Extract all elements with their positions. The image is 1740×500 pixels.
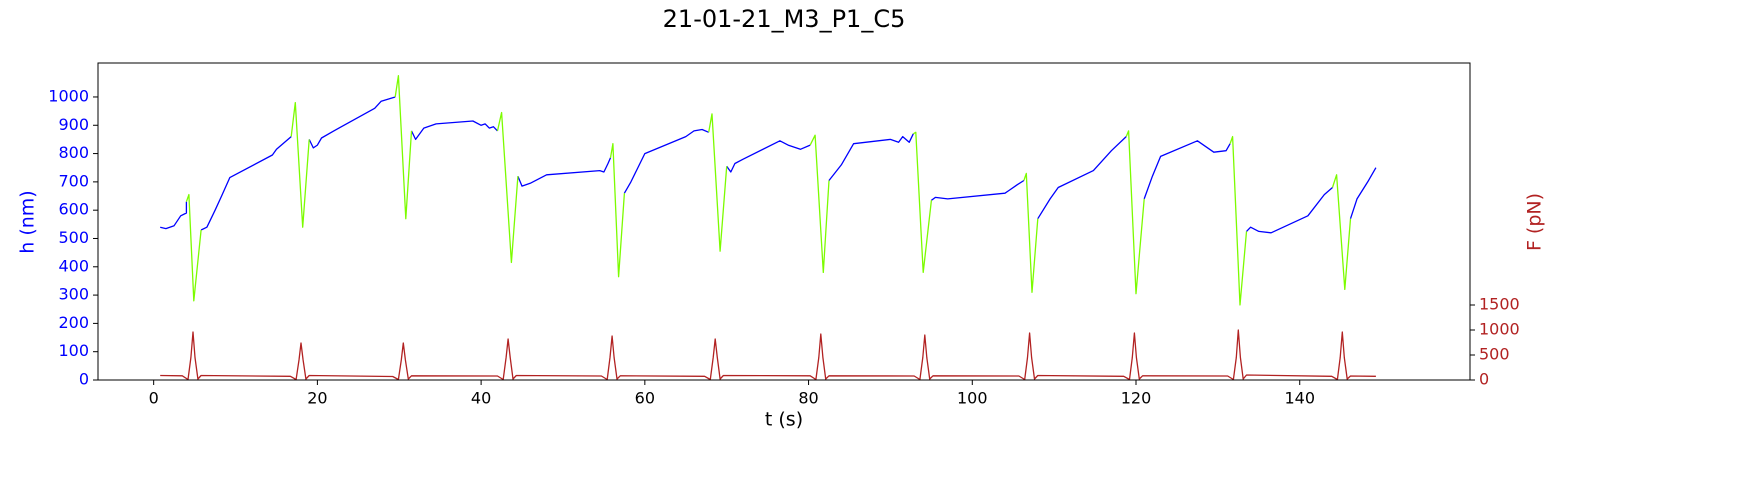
x-axis-label: t (s) — [765, 409, 803, 431]
y-axis-label: h (nm) — [17, 190, 39, 253]
y2-tick-label: 1500 — [1479, 295, 1520, 314]
plot-frame — [97, 62, 1471, 381]
y2-tick-label: 1000 — [1479, 320, 1520, 339]
y-tick-label: 400 — [58, 256, 89, 275]
y2-axis-label: F (pN) — [1524, 193, 1546, 251]
y-tick-label: 1000 — [48, 86, 89, 105]
y-tick-label: 0 — [79, 370, 89, 389]
x-tick-label: 60 — [635, 389, 655, 408]
chart-title: 21-01-21_M3_P1_C5 — [663, 5, 906, 33]
y-tick-label: 700 — [58, 171, 89, 190]
y-tick-label: 300 — [58, 285, 89, 304]
y-tick-label: 100 — [58, 341, 89, 360]
x-tick-label: 20 — [307, 389, 327, 408]
x-tick-label: 0 — [149, 389, 159, 408]
y-tick-label: 200 — [58, 313, 89, 332]
y2-tick-label: 500 — [1479, 345, 1510, 364]
x-tick-label: 40 — [471, 389, 491, 408]
x-tick-label: 100 — [957, 389, 988, 408]
x-tick-label: 140 — [1284, 389, 1315, 408]
y-tick-label: 600 — [58, 200, 89, 219]
y2-tick-label: 0 — [1479, 370, 1489, 389]
x-tick-label: 80 — [798, 389, 818, 408]
y-tick-label: 500 — [58, 228, 89, 247]
data-line — [160, 329, 1376, 381]
y-tick-label: 800 — [58, 143, 89, 162]
y-tick-label: 900 — [58, 115, 89, 134]
data-line — [160, 96, 1377, 234]
data-line — [185, 75, 1352, 306]
x-tick-label: 120 — [1121, 389, 1152, 408]
